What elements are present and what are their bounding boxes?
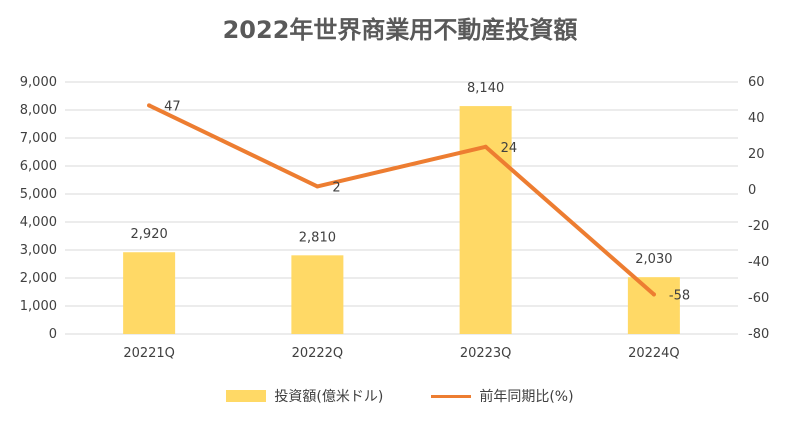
line-value-label: -58: [669, 288, 690, 303]
legend-swatch-bar: [226, 390, 267, 402]
y-left-tick-label: 4,000: [20, 215, 57, 230]
chart-title: 2022年世界商業用不動産投資額: [222, 16, 578, 44]
y-right-tick-label: -20: [748, 219, 769, 234]
y-right-tick-label: 20: [748, 147, 765, 162]
line-point: [315, 184, 320, 189]
bar-value-label: 2,920: [131, 227, 168, 242]
y-right-tick-label: -60: [748, 291, 769, 306]
y-left-tick-label: 2,000: [20, 271, 57, 286]
y-right-tick-label: 40: [748, 111, 765, 126]
y-right-tick-label: 60: [748, 75, 765, 90]
x-tick-label: 20224Q: [628, 346, 680, 361]
y-left-tick-label: 5,000: [20, 187, 57, 202]
line-value-label: 24: [501, 141, 518, 156]
bar: [627, 277, 680, 334]
y-left-tick-label: 6,000: [20, 159, 57, 174]
line-value-label: 2: [332, 180, 340, 195]
x-tick-label: 20221Q: [123, 346, 175, 361]
legend-item-bar: 投資額(億米ドル): [226, 386, 383, 406]
line-point: [147, 103, 152, 108]
y-left-tick-label: 9,000: [20, 75, 57, 90]
y-right-tick-label: -40: [748, 255, 769, 270]
line-point: [483, 144, 488, 149]
y-left-tick-label: 7,000: [20, 131, 57, 146]
y-left-tick-label: 8,000: [20, 103, 57, 118]
x-tick-label: 20223Q: [460, 346, 512, 361]
legend-swatch-line: [431, 394, 472, 398]
legend-item-line: 前年同期比(%): [431, 386, 574, 406]
bar-value-label: 2,030: [635, 252, 672, 267]
bar-value-label: 2,810: [299, 230, 336, 245]
y-right-tick-label: 0: [748, 183, 756, 198]
bar: [459, 106, 512, 334]
line-value-label: 47: [164, 99, 181, 114]
bar: [291, 255, 344, 334]
bar-value-label: 8,140: [467, 81, 504, 96]
bar: [123, 252, 176, 334]
y-right-tick-label: -80: [748, 327, 769, 342]
legend-label-bar: 投資額(億米ドル): [274, 389, 384, 405]
line-point: [651, 292, 656, 297]
legend: 投資額(億米ドル) 前年同期比(%): [0, 386, 800, 406]
legend-label-line: 前年同期比(%): [479, 389, 574, 405]
y-left-tick-label: 3,000: [20, 243, 57, 258]
y-left-tick-label: 0: [49, 327, 57, 342]
y-left-tick-label: 1,000: [20, 299, 57, 314]
x-tick-label: 20222Q: [292, 346, 344, 361]
series-line: [147, 103, 656, 297]
